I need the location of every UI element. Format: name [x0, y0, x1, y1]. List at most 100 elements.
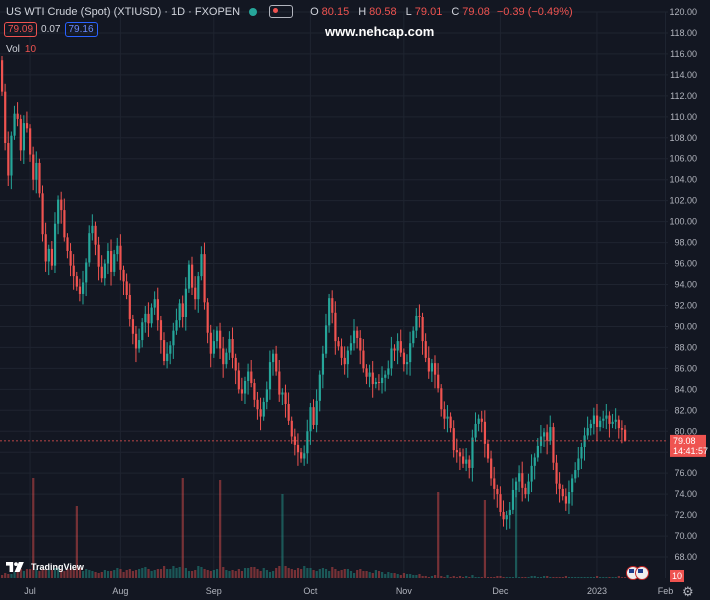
volume-bar [564, 576, 568, 578]
candle-body [231, 339, 234, 358]
candle-body [486, 443, 490, 459]
volume-bar [265, 570, 268, 578]
bid-button[interactable]: 79.09 [4, 22, 38, 37]
y-tick-label: 76.00 [674, 468, 697, 478]
candle-body [549, 427, 552, 441]
candle-body [187, 264, 191, 289]
time-axis[interactable]: Jul Aug Sep Oct Nov Dec 2023 Feb [24, 586, 673, 596]
volume-bar [116, 568, 119, 578]
tradingview-logo[interactable]: TradingView [6, 560, 84, 574]
volume-bar [577, 577, 580, 578]
volume-bar [362, 571, 365, 578]
volume-bar [374, 570, 377, 578]
candles [1, 56, 627, 530]
candle-body [502, 511, 505, 520]
price-axis[interactable]: 68.0070.0072.0074.0076.0078.0080.0082.00… [669, 7, 697, 562]
candle-body [620, 428, 624, 430]
volume-bar [119, 569, 122, 578]
volume-bar [561, 577, 564, 578]
ask-button[interactable]: 79.16 [64, 22, 98, 37]
candle-body [128, 295, 131, 320]
volume-bar [352, 573, 356, 578]
y-tick-label: 114.00 [670, 70, 697, 80]
candle-body [443, 409, 446, 419]
volume-bar [474, 577, 477, 578]
volume-bar [530, 576, 533, 578]
eye-toggle-icon[interactable] [269, 5, 294, 18]
volume-bar [284, 566, 287, 578]
gear-icon[interactable]: ⚙ [682, 584, 694, 599]
volume-bar [427, 577, 430, 578]
candle-body [44, 234, 47, 262]
volume-bar [574, 577, 577, 578]
candle-body [611, 421, 614, 424]
volume-bar [433, 575, 437, 578]
volume-bar [521, 577, 524, 578]
candle-body [181, 303, 184, 318]
candle-body [511, 489, 515, 510]
candle-body [106, 250, 110, 264]
volume-bar [29, 569, 32, 578]
volume-bar [349, 571, 353, 578]
volume-bar [306, 568, 309, 578]
candle-body [265, 389, 268, 402]
volume-bar [38, 571, 41, 578]
y-tick-label: 118.00 [670, 28, 697, 38]
high-label: H [358, 5, 367, 18]
volume-bar [328, 571, 331, 578]
volume-bar [1, 575, 4, 578]
volume-bar [486, 577, 490, 578]
volume-legend[interactable]: Vol 10 [6, 44, 36, 55]
volume-bar [181, 478, 184, 578]
volume-bar [166, 569, 169, 578]
volume-bar [187, 571, 191, 578]
volume-bar [315, 571, 318, 578]
candle-body [530, 465, 533, 482]
candle-body [172, 330, 175, 346]
candle-body [555, 462, 558, 484]
volume-bar [340, 570, 343, 578]
volume-bar [549, 577, 552, 578]
open-label: O [310, 5, 319, 18]
candle-body [10, 135, 13, 176]
candle-body [328, 298, 331, 326]
candle-body [228, 339, 231, 353]
candle-body [409, 343, 412, 363]
spread-value: 0.07 [41, 24, 61, 35]
symbol-title[interactable]: US WTI Crude (Spot) (XTIUSD) · 1D · FXOP… [6, 5, 241, 18]
x-tick-label: Nov [396, 586, 413, 596]
last-price-label: 79.08 14:41:57 [670, 434, 708, 457]
tradingview-label: TradingView [31, 562, 84, 572]
volume-bar [312, 570, 315, 578]
candle-body [16, 113, 19, 119]
candle-body [602, 418, 605, 421]
candle-body [561, 488, 564, 497]
candle-body [293, 436, 297, 445]
volume-bar [490, 577, 493, 578]
candle-body [546, 432, 549, 441]
candle-body [57, 199, 60, 224]
y-tick-label: 92.00 [674, 300, 697, 310]
volume-bar [125, 570, 128, 578]
volume-bar [443, 577, 446, 578]
candle-body [514, 481, 518, 490]
us-flag-icon[interactable] [635, 566, 649, 580]
volume-bar [4, 573, 7, 578]
volume-bar [524, 577, 527, 578]
candle-body [477, 418, 480, 424]
y-tick-label: 70.00 [674, 531, 697, 541]
candle-body [449, 416, 452, 429]
symbol-header[interactable]: US WTI Crude (Spot) (XTIUSD) · 1D · FXOP… [6, 5, 573, 18]
candle-body [259, 409, 262, 417]
candle-body [558, 483, 561, 489]
open-value: 80.15 [321, 5, 350, 18]
volume-bar [94, 572, 97, 578]
candle-body [194, 287, 197, 300]
candle-body [446, 416, 449, 419]
candle-body [7, 143, 10, 176]
y-tick-label: 84.00 [674, 384, 697, 394]
volume-bar [514, 488, 518, 578]
volume-bar [371, 573, 374, 578]
volume-bar [624, 577, 627, 578]
